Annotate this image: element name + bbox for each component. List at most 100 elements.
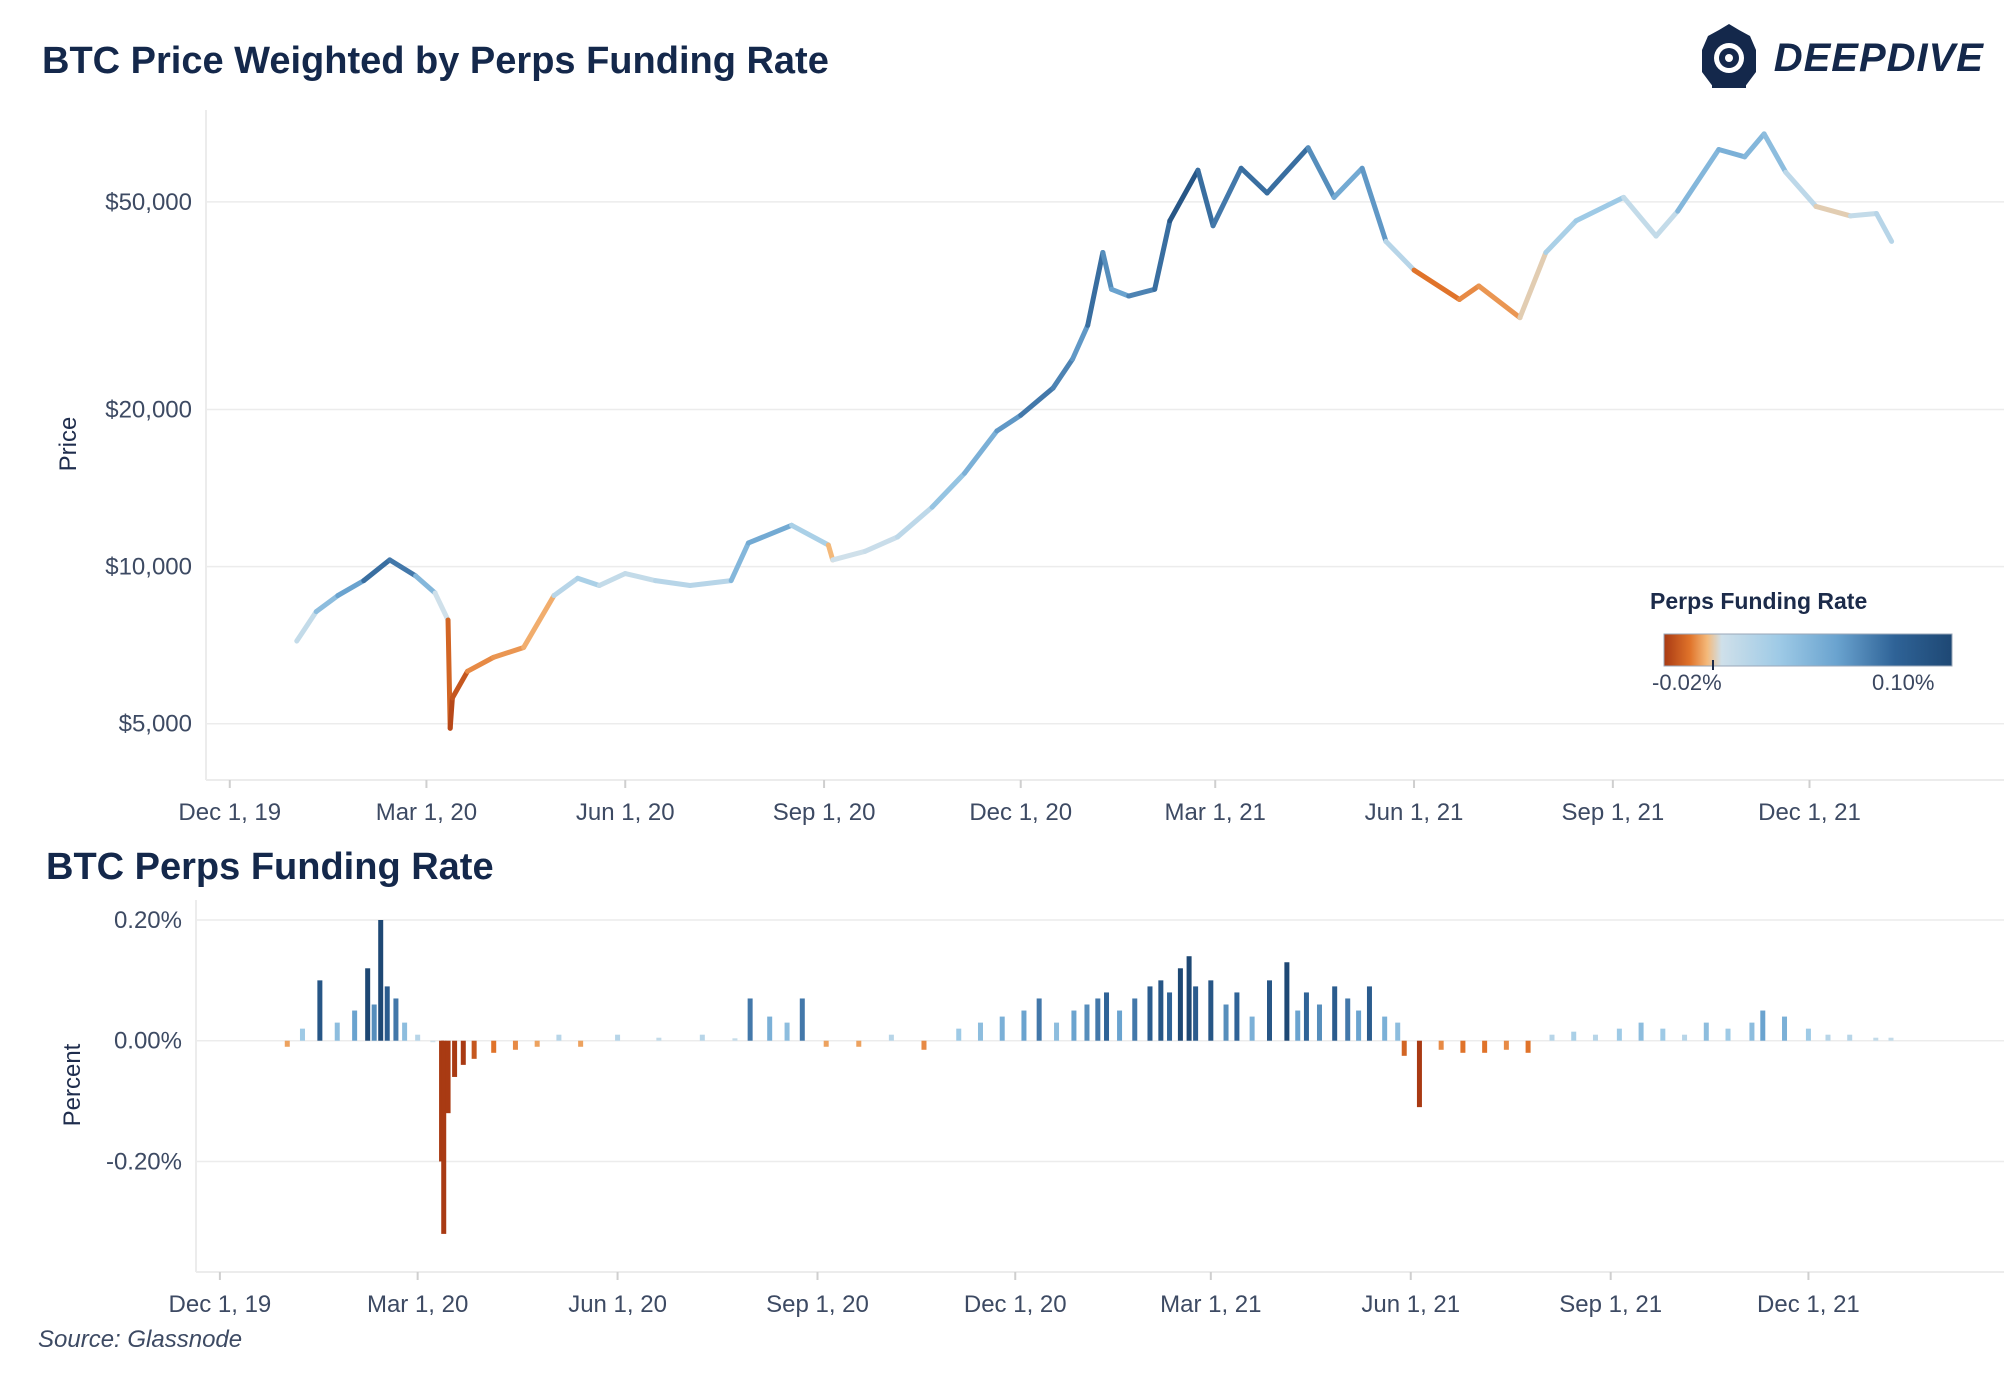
funding-bar	[445, 1040, 451, 1114]
funding-bar	[1158, 980, 1164, 1041]
funding-bar	[1249, 1016, 1255, 1041]
funding-bar	[1084, 1004, 1090, 1041]
price-line-segment	[825, 542, 836, 563]
price-line-segment	[1621, 194, 1659, 239]
funding-x-tick-label: Sep 1, 21	[1559, 1291, 1662, 1318]
funding-bar	[1482, 1040, 1488, 1053]
funding-bar	[977, 1022, 983, 1041]
funding-bar	[430, 1040, 436, 1043]
funding-bar	[1284, 962, 1290, 1041]
price-line-segment	[830, 548, 868, 563]
funding-x-tick-label: Jun 1, 20	[568, 1291, 667, 1318]
funding-y-tick-label: -0.20%	[106, 1148, 182, 1175]
funding-bar	[1267, 980, 1272, 1041]
price-x-tick-label: Dec 1, 21	[1758, 799, 1861, 826]
price-x-tick-label: Dec 1, 19	[178, 799, 281, 826]
price-line-segment	[1152, 218, 1173, 292]
price-line-segment	[596, 571, 628, 589]
price-line-segment	[929, 470, 968, 510]
price-line-segment	[1100, 249, 1114, 292]
price-line-segment	[1848, 211, 1879, 219]
price-x-tick-label: Sep 1, 21	[1561, 799, 1664, 826]
logo-text: DEEPDIVE	[1773, 35, 1984, 80]
funding-bar	[1021, 1010, 1027, 1041]
price-line-segment	[895, 504, 935, 540]
funding-bar	[1117, 1010, 1123, 1041]
price-line-segment	[1195, 167, 1216, 229]
funding-bar	[1592, 1034, 1598, 1041]
price-line-segment	[575, 575, 602, 589]
price-x-tick-label: Mar 1, 21	[1165, 799, 1266, 826]
funding-bar	[1132, 998, 1138, 1041]
price-x-tick-label: Mar 1, 20	[376, 799, 477, 826]
price-y-axis-label: Price	[55, 417, 82, 472]
funding-bar	[1104, 992, 1110, 1041]
price-line-segment	[1085, 249, 1106, 328]
funding-bar	[1295, 1010, 1301, 1041]
funding-bar	[460, 1040, 466, 1065]
funding-bar	[1147, 986, 1153, 1041]
funding-bar	[1825, 1034, 1831, 1041]
price-line-segment	[622, 571, 658, 584]
price-line-segment	[335, 578, 367, 599]
price-line-segment	[432, 590, 451, 623]
funding-bar	[471, 1040, 477, 1059]
price-line-segment	[1411, 267, 1462, 303]
funding-bar	[441, 1040, 447, 1234]
funding-bar	[1703, 1022, 1709, 1041]
price-line-segment	[551, 575, 581, 599]
price-y-tick-label: $20,000	[105, 397, 192, 424]
price-line-segment	[413, 573, 438, 596]
funding-bar	[578, 1040, 584, 1047]
price-line-segment	[1476, 283, 1523, 321]
price-line-segment	[464, 654, 496, 674]
funding-y-tick-label: 0.00%	[114, 1028, 182, 1055]
price-line-segment	[1264, 145, 1311, 196]
price-line-segment	[1359, 165, 1389, 244]
funding-bar	[284, 1040, 290, 1047]
price-line-segment	[447, 695, 455, 731]
diver-helmet-icon	[1701, 24, 1756, 88]
funding-bar	[1805, 1028, 1811, 1041]
price-line-segment	[1543, 218, 1579, 255]
price-line-segment	[1573, 194, 1627, 224]
price-line-segment	[1108, 286, 1132, 299]
funding-x-tick-label: Mar 1, 20	[367, 1291, 468, 1318]
price-line-segment	[1383, 238, 1417, 273]
price-line-segment	[521, 593, 557, 650]
funding-bar	[1525, 1040, 1531, 1053]
price-line-segment	[1716, 147, 1748, 160]
deepdive-logo: DEEPDIVE	[1698, 22, 1984, 94]
funding-bar	[402, 1022, 408, 1041]
funding-bar	[1660, 1028, 1666, 1041]
price-line-segment	[1783, 169, 1819, 209]
funding-bar	[1223, 1004, 1229, 1041]
price-line-segment	[1305, 145, 1337, 200]
funding-bar	[299, 1028, 305, 1041]
price-x-tick-label: Sep 1, 20	[773, 799, 876, 826]
funding-bar	[415, 1034, 421, 1041]
chart-title-funding: BTC Perps Funding Rate	[46, 846, 494, 888]
price-line-segment	[994, 412, 1024, 434]
funding-bar	[699, 1034, 705, 1041]
funding-bar	[856, 1040, 862, 1047]
funding-bar	[656, 1037, 662, 1041]
funding-chart: -0.20% 0.00% 0.20% Dec 1, 19 Mar 1, 20 Jun 1…	[59, 900, 2004, 1318]
price-y-tick-label: $50,000	[105, 189, 192, 216]
funding-bar	[1356, 1010, 1362, 1041]
price-line-segment	[687, 578, 734, 589]
price-line-segment	[1813, 203, 1854, 219]
price-y-tick-label: $10,000	[105, 554, 192, 581]
funding-bar	[1177, 968, 1183, 1041]
funding-bar	[1382, 1016, 1388, 1041]
funding-bar	[1193, 986, 1199, 1041]
funding-bar	[556, 1034, 562, 1041]
funding-bar	[1571, 1031, 1577, 1041]
funding-bar	[534, 1040, 540, 1047]
source-note: Source: Glassnode	[38, 1326, 243, 1353]
price-line-segment	[294, 609, 319, 644]
funding-bar	[334, 1022, 340, 1041]
price-line-segment	[728, 540, 751, 584]
funding-bar	[767, 1016, 773, 1041]
price-line-segment	[1653, 208, 1681, 239]
